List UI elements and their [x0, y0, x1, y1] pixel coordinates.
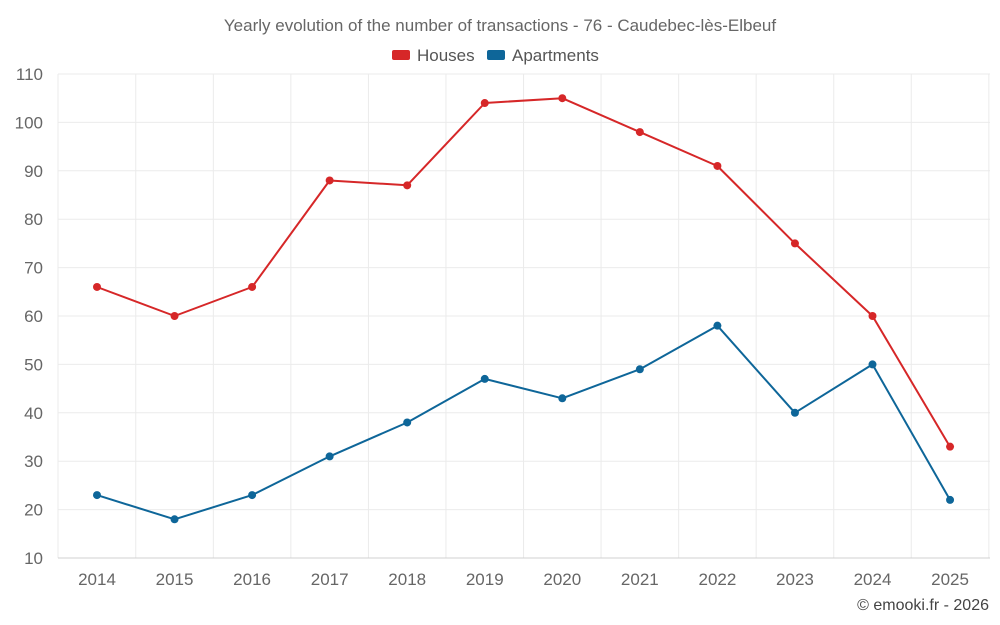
data-point-apartments[interactable]	[946, 495, 955, 504]
y-tick-label: 40	[24, 404, 43, 423]
x-tick-label: 2024	[854, 570, 892, 589]
data-point-apartments[interactable]	[790, 408, 799, 417]
data-point-apartments[interactable]	[93, 491, 101, 500]
chart-title: Yearly evolution of the number of transa…	[224, 16, 776, 35]
data-point-apartments[interactable]	[713, 321, 722, 330]
y-tick-label: 10	[24, 549, 43, 568]
y-axis-ticks: 10 20 30 40 50 60 70 80 90 100 110	[15, 65, 43, 568]
data-point-apartments[interactable]	[170, 515, 179, 524]
data-point-houses[interactable]	[713, 161, 722, 170]
chart-credit: © emooki.fr - 2026	[857, 597, 989, 614]
y-tick-label: 100	[15, 113, 43, 132]
x-tick-label: 2018	[388, 570, 426, 589]
data-point-apartments[interactable]	[248, 491, 257, 500]
series-apartments	[93, 321, 955, 524]
x-tick-label: 2017	[311, 570, 349, 589]
data-point-apartments[interactable]	[558, 394, 567, 403]
y-tick-label: 20	[24, 501, 43, 520]
data-point-apartments[interactable]	[403, 418, 412, 427]
chart-series	[93, 94, 955, 524]
legend-swatch-apartments	[487, 50, 505, 60]
data-point-houses[interactable]	[170, 312, 179, 320]
x-tick-label: 2022	[698, 570, 736, 589]
data-point-houses[interactable]	[403, 181, 412, 190]
x-tick-label: 2023	[776, 570, 814, 589]
y-tick-label: 50	[24, 355, 43, 374]
legend-label-houses: Houses	[417, 46, 475, 65]
data-point-houses[interactable]	[868, 312, 877, 320]
data-point-houses[interactable]	[325, 176, 334, 185]
chart-gridlines	[57, 73, 990, 558]
y-tick-label: 110	[16, 65, 43, 84]
series-houses	[93, 94, 955, 451]
y-tick-label: 30	[24, 452, 43, 471]
data-point-apartments[interactable]	[635, 365, 644, 374]
data-point-apartments[interactable]	[868, 360, 877, 369]
x-tick-label: 2021	[621, 570, 659, 589]
data-point-houses[interactable]	[480, 99, 489, 108]
y-tick-label: 70	[24, 259, 43, 278]
x-tick-label: 2019	[466, 570, 504, 589]
chart-legend: Houses Apartments	[392, 46, 599, 65]
series-line-houses	[96, 97, 951, 448]
legend-item-apartments[interactable]: Apartments	[487, 46, 599, 65]
x-tick-label: 2015	[156, 570, 194, 589]
data-point-apartments[interactable]	[480, 374, 489, 383]
y-tick-label: 90	[24, 162, 43, 181]
data-point-houses[interactable]	[946, 442, 955, 451]
data-point-houses[interactable]	[558, 94, 567, 103]
data-point-houses[interactable]	[635, 128, 644, 137]
x-axis-ticks: 2014 2015 2016 2017 2018 2019 2020 2021 2022 2023…	[78, 570, 969, 589]
x-tick-label: 2025	[931, 570, 969, 589]
series-line-apartments	[96, 324, 951, 521]
y-tick-label: 80	[24, 210, 43, 229]
x-tick-label: 2016	[233, 570, 271, 589]
legend-item-houses[interactable]: Houses	[392, 46, 475, 65]
data-point-apartments[interactable]	[325, 452, 334, 461]
legend-swatch-houses	[392, 50, 410, 60]
data-point-houses[interactable]	[248, 282, 257, 291]
data-point-houses[interactable]	[93, 282, 101, 291]
legend-label-apartments: Apartments	[512, 46, 599, 65]
data-point-houses[interactable]	[790, 239, 799, 248]
x-tick-label: 2014	[78, 570, 116, 589]
y-tick-label: 60	[24, 307, 43, 326]
x-tick-label: 2020	[543, 570, 581, 589]
